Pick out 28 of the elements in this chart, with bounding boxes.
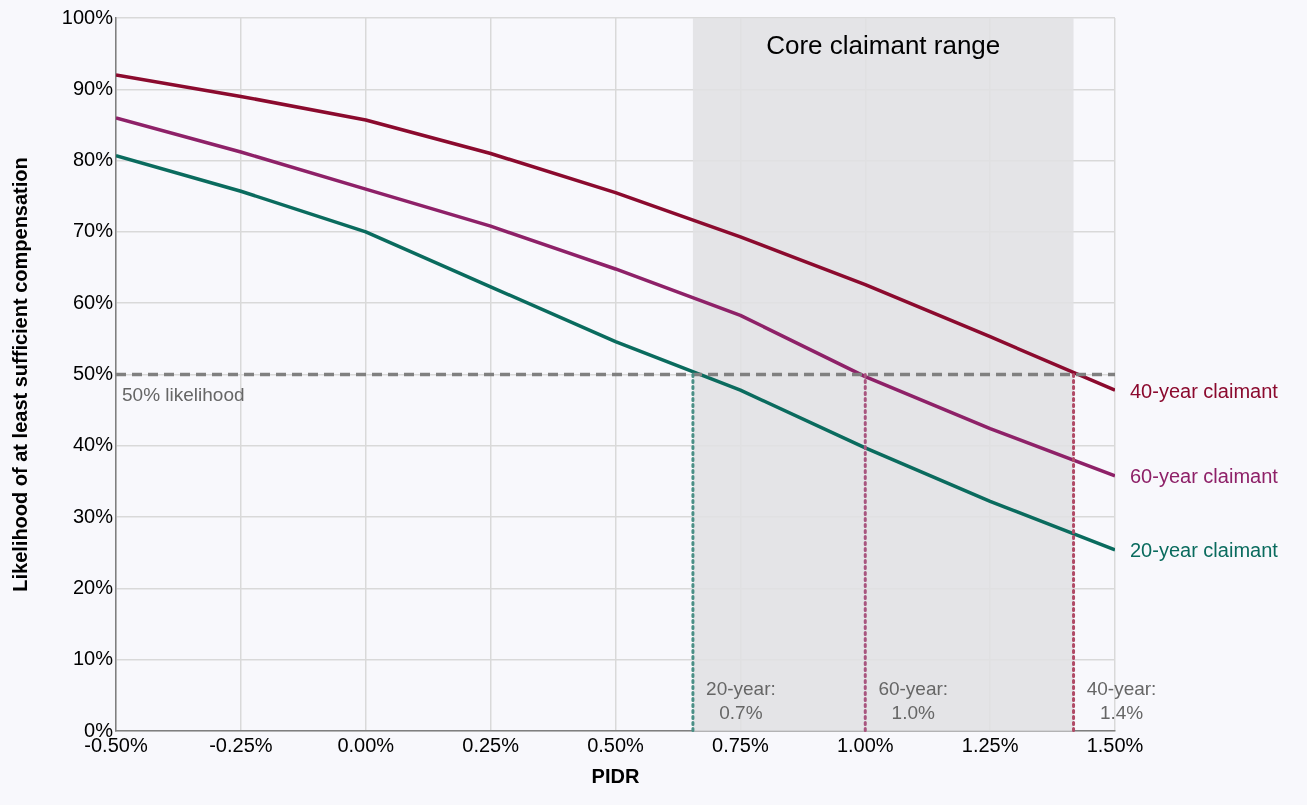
x-tick-label: 0.25%	[462, 733, 520, 756]
x-tick-label: 1.00%	[836, 733, 894, 756]
y-tick-label: 40%	[72, 433, 114, 456]
x-tick-label: 1.25%	[961, 733, 1019, 756]
y-axis-title: Likelihood of at least sufficient compensation	[8, 157, 31, 592]
band-label: Core claimant range	[766, 30, 1001, 61]
y-tick-label: 30%	[72, 504, 114, 527]
y-tick-label: 10%	[72, 647, 114, 670]
x-tick-label: 0.75%	[712, 733, 769, 756]
ref-line-label: 20-year: 0.7%	[706, 677, 776, 723]
series-label: 20-year claimant	[1130, 539, 1279, 562]
series-label: 40-year claimant	[1130, 379, 1279, 402]
x-axis-title: PIDR	[591, 764, 640, 787]
y-tick-label: 60%	[72, 290, 114, 313]
x-tick-label: -0.25%	[209, 733, 273, 756]
x-tick-label: 1.50%	[1086, 733, 1144, 756]
y-tick-label: 80%	[72, 148, 114, 171]
x-tick-label: 0.00%	[337, 733, 395, 756]
ref-line-label: 40-year: 1.4%	[1086, 677, 1157, 723]
series-label: 60-year claimant	[1130, 465, 1279, 488]
ref-line-label: 60-year: 1.0%	[878, 677, 949, 723]
y-tick-label: 20%	[72, 575, 114, 598]
ref-line-label: 50% likelihood	[122, 384, 245, 406]
y-tick-label: 50%	[72, 362, 114, 385]
y-tick-label: 90%	[72, 76, 114, 99]
y-tick-label: 70%	[72, 219, 114, 242]
y-tick-label: 100%	[61, 5, 114, 28]
x-tick-label: 0.50%	[587, 733, 645, 756]
